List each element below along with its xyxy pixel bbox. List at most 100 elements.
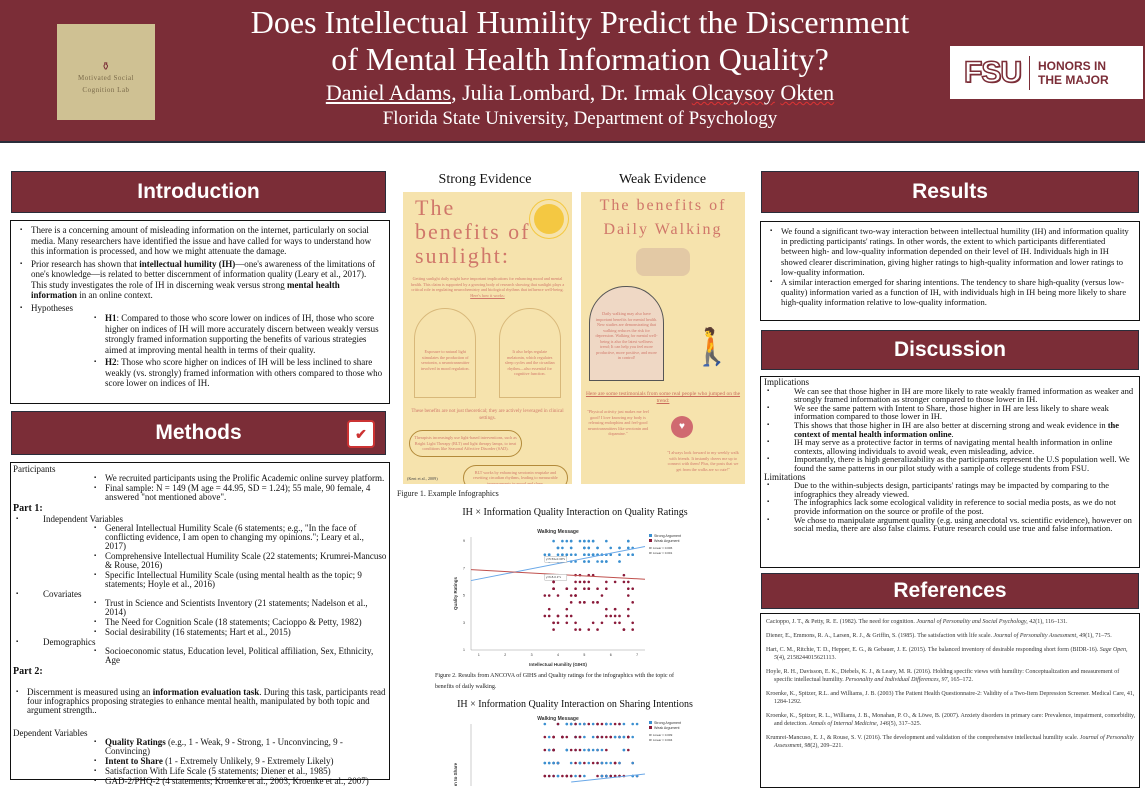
methods-item: The Need for Cognition Scale (18 stateme… bbox=[91, 618, 387, 628]
hypothesis-1: H1: Compared to those who score lower on… bbox=[91, 313, 383, 355]
data-point bbox=[578, 580, 582, 584]
data-point bbox=[574, 587, 577, 591]
x-tick-label: 4 bbox=[557, 653, 559, 657]
ref-text: Hart, C. M., Ritchie, T. D., Hepper, E. … bbox=[766, 647, 1100, 653]
reference-item: Krumrei-Mancuso, E. J., & Rouse, S. V. (… bbox=[764, 734, 1136, 750]
dog-walker-illustration-icon: 🚶 bbox=[689, 327, 735, 367]
data-point bbox=[547, 594, 551, 597]
data-point bbox=[631, 628, 634, 631]
data-point bbox=[565, 774, 569, 778]
x-tick-label: 5 bbox=[583, 653, 585, 657]
introduction-heading: Introduction bbox=[11, 171, 386, 213]
dv-text: (e.g., 1 - Weak, 9 - Strong, 1 - Unconvi… bbox=[105, 737, 343, 756]
legend-swatch bbox=[649, 721, 652, 724]
dv-label: Dependent Variables bbox=[13, 728, 88, 738]
data-point bbox=[574, 735, 577, 739]
ref-text: (4), 2158244015621113. bbox=[777, 655, 837, 661]
data-point bbox=[613, 621, 617, 625]
data-point bbox=[631, 722, 634, 726]
testimonial: "I always look forward to my weekly walk… bbox=[667, 450, 739, 472]
data-point bbox=[600, 560, 604, 563]
demo-section: DemographicsSocioeconomic status, Educat… bbox=[13, 638, 387, 665]
methods-item: Socioeconomic status, Education level, P… bbox=[91, 647, 387, 665]
data-point bbox=[552, 748, 555, 752]
exercise-illustration-icon bbox=[636, 248, 690, 276]
intro-point: Hypotheses H1: Compared to those who sco… bbox=[17, 303, 383, 389]
ref-journal: Journal of Personality and Social Psycho… bbox=[916, 619, 1036, 625]
equation-label: y=5.53+0.39*x bbox=[546, 557, 566, 561]
data-point bbox=[627, 735, 630, 739]
y-tick-label: 9 bbox=[463, 539, 465, 543]
methods-item: Comprehensive Intellectual Humility Scal… bbox=[91, 552, 387, 570]
implication-text: Importantly, there is high generalizabil… bbox=[794, 454, 1130, 473]
data-point bbox=[556, 761, 560, 765]
iv-section: Independent VariablesGeneral Intellectua… bbox=[13, 515, 387, 589]
pill-card: BLT works by enhancing serotonin reuptak… bbox=[463, 464, 568, 484]
data-point bbox=[556, 614, 560, 618]
title-line1: Does Intellectual Humility Predict the D… bbox=[250, 4, 910, 40]
data-point bbox=[609, 546, 613, 550]
data-point bbox=[609, 774, 613, 778]
intro-point: Prior research has shown that intellectu… bbox=[17, 259, 383, 301]
data-point bbox=[596, 546, 599, 550]
y-tick-label: 1 bbox=[463, 648, 465, 652]
equation-box bbox=[544, 556, 568, 563]
figure2-caption: Figure 2. Results from ANCOVA of GIHS an… bbox=[435, 673, 675, 690]
data-point bbox=[561, 553, 564, 556]
data-point bbox=[574, 594, 577, 597]
implication-point: Importantly, there is high generalizabil… bbox=[764, 455, 1136, 472]
data-point bbox=[605, 539, 608, 543]
data-point bbox=[609, 761, 613, 765]
data-point bbox=[609, 553, 613, 556]
data-point bbox=[565, 621, 569, 625]
introduction-box: There is a concerning amount of misleadi… bbox=[10, 220, 390, 404]
data-point bbox=[613, 722, 617, 726]
equation-label: y=6.8-0.1*x bbox=[546, 575, 562, 579]
data-point bbox=[591, 748, 595, 752]
fit-line bbox=[571, 773, 646, 783]
r-squared-label: R² Linear = 0.004 bbox=[649, 738, 673, 742]
data-point bbox=[565, 735, 569, 739]
part1-label: Part 1: bbox=[13, 503, 43, 514]
data-point bbox=[605, 722, 608, 726]
data-point bbox=[583, 735, 586, 739]
data-point bbox=[578, 735, 582, 739]
data-point bbox=[565, 607, 569, 611]
honors-text: HONORS IN THE MAJOR bbox=[1038, 58, 1109, 87]
data-point bbox=[565, 587, 569, 591]
ref-text: Hoyle, R. H., Davisson, E. K., Diebels, … bbox=[766, 669, 1120, 683]
badge-icon: ✔ bbox=[347, 420, 375, 448]
data-point bbox=[583, 560, 586, 563]
y-tick-label: 5 bbox=[463, 594, 465, 598]
result-point: A similar interaction emerged for sharin… bbox=[767, 277, 1133, 308]
lab-logo-line1: Motivated Social bbox=[77, 74, 135, 82]
data-point bbox=[591, 553, 595, 556]
data-point bbox=[574, 628, 577, 631]
y-axis-label: Intention to Share bbox=[453, 762, 458, 786]
data-point bbox=[600, 621, 604, 625]
lab-logo-line2: Cognition Lab bbox=[82, 86, 130, 94]
data-point bbox=[583, 553, 586, 556]
legend-label: Strong Argument bbox=[654, 534, 681, 538]
data-point bbox=[627, 607, 630, 611]
data-point bbox=[600, 748, 604, 752]
affiliation: Florida State University, Department of … bbox=[382, 108, 778, 129]
data-point bbox=[587, 628, 591, 631]
data-point bbox=[583, 580, 586, 584]
sharing-intentions-scatter: Walking Message Intention to Share Strong … bbox=[453, 716, 681, 786]
data-point bbox=[605, 580, 608, 584]
data-point bbox=[587, 553, 591, 556]
data-point bbox=[618, 546, 621, 550]
legend-swatch bbox=[649, 534, 652, 537]
data-point bbox=[587, 546, 591, 550]
data-point bbox=[622, 748, 626, 752]
data-point bbox=[578, 601, 582, 604]
data-point bbox=[596, 735, 599, 739]
data-point bbox=[565, 614, 569, 618]
data-point bbox=[605, 735, 608, 739]
y-axis-label: Quality Ratings bbox=[453, 577, 458, 611]
strong-evidence-label: Strong Evidence bbox=[438, 172, 532, 187]
data-point bbox=[543, 722, 547, 726]
data-point bbox=[613, 607, 617, 611]
data-point bbox=[591, 601, 595, 604]
